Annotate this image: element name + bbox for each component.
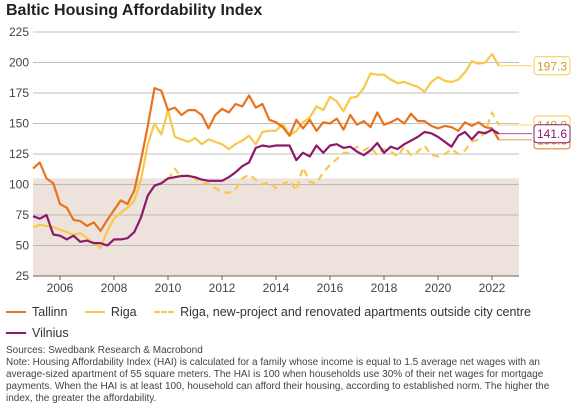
end-label-3: 141.6 (537, 127, 567, 141)
y-tick-label-125: 125 (9, 147, 29, 161)
legend-row-2: Vilnius (6, 323, 83, 340)
end-label-1: 197.3 (537, 59, 567, 73)
y-tick-label-75: 75 (16, 208, 30, 222)
legend-swatch-riga (84, 311, 105, 313)
y-tick-label-150: 150 (9, 117, 29, 131)
legend-label-tallinn: Tallinn (32, 305, 68, 319)
chart-notes: Sources: Swedbank Research & Macrobond N… (6, 345, 570, 405)
x-tick-label-2018: 2018 (371, 281, 398, 295)
chart-plot: 25 50 75 100 125 150 175 200 225 2006 2008 2010 201… (9, 25, 571, 295)
legend-item-vilnius: Vilnius (6, 326, 69, 340)
legend-label-riga: Riga (110, 305, 137, 319)
legend-label-riga-new: Riga, new-project and renovated apartmen… (180, 305, 532, 319)
legend-item-riga: Riga (84, 305, 137, 319)
y-tick-label-225: 225 (9, 25, 29, 39)
x-tick-label-2010: 2010 (155, 281, 182, 295)
y-tick-label-200: 200 (9, 56, 29, 70)
y-tick-label-175: 175 (9, 86, 29, 100)
series-line-1 (32, 52, 500, 249)
legend-label-vilnius: Vilnius (32, 326, 69, 340)
x-tick-label-2014: 2014 (263, 281, 290, 295)
legend-item-riga-new: Riga, new-project and renovated apartmen… (154, 305, 531, 319)
x-tick-label-2008: 2008 (101, 281, 128, 295)
x-tick-label-2012: 2012 (209, 281, 236, 295)
y-tick-label-50: 50 (16, 239, 30, 253)
note-text: Note: Housing Affordability Index (HAI) … (6, 357, 550, 404)
legend-row-1: Tallinn Riga Riga, new-project and renov… (6, 302, 545, 319)
end-label-box-1 (533, 56, 571, 76)
affordability-band (33, 178, 519, 276)
y-tick-label-25: 25 (16, 269, 30, 283)
legend-item-tallinn: Tallinn (6, 305, 67, 319)
x-tick-label-2022: 2022 (479, 281, 506, 295)
series-line-0 (32, 87, 500, 232)
chart-title: Baltic Housing Affordability Index (6, 2, 263, 19)
y-tick-label-100: 100 (9, 178, 29, 192)
legend-swatch-tallinn (6, 311, 26, 313)
series-line-2 (167, 111, 500, 195)
series-line-3 (32, 128, 500, 247)
x-tick-label-2016: 2016 (317, 281, 344, 295)
x-tick-label-2020: 2020 (425, 281, 452, 295)
x-tick-label-2006: 2006 (47, 281, 74, 295)
legend-swatch-vilnius (6, 332, 26, 334)
end-label-box-3 (533, 124, 571, 144)
source-text: Sources: Swedbank Research & Macrobond (6, 345, 203, 356)
legend-swatch-riga-new (154, 311, 175, 313)
